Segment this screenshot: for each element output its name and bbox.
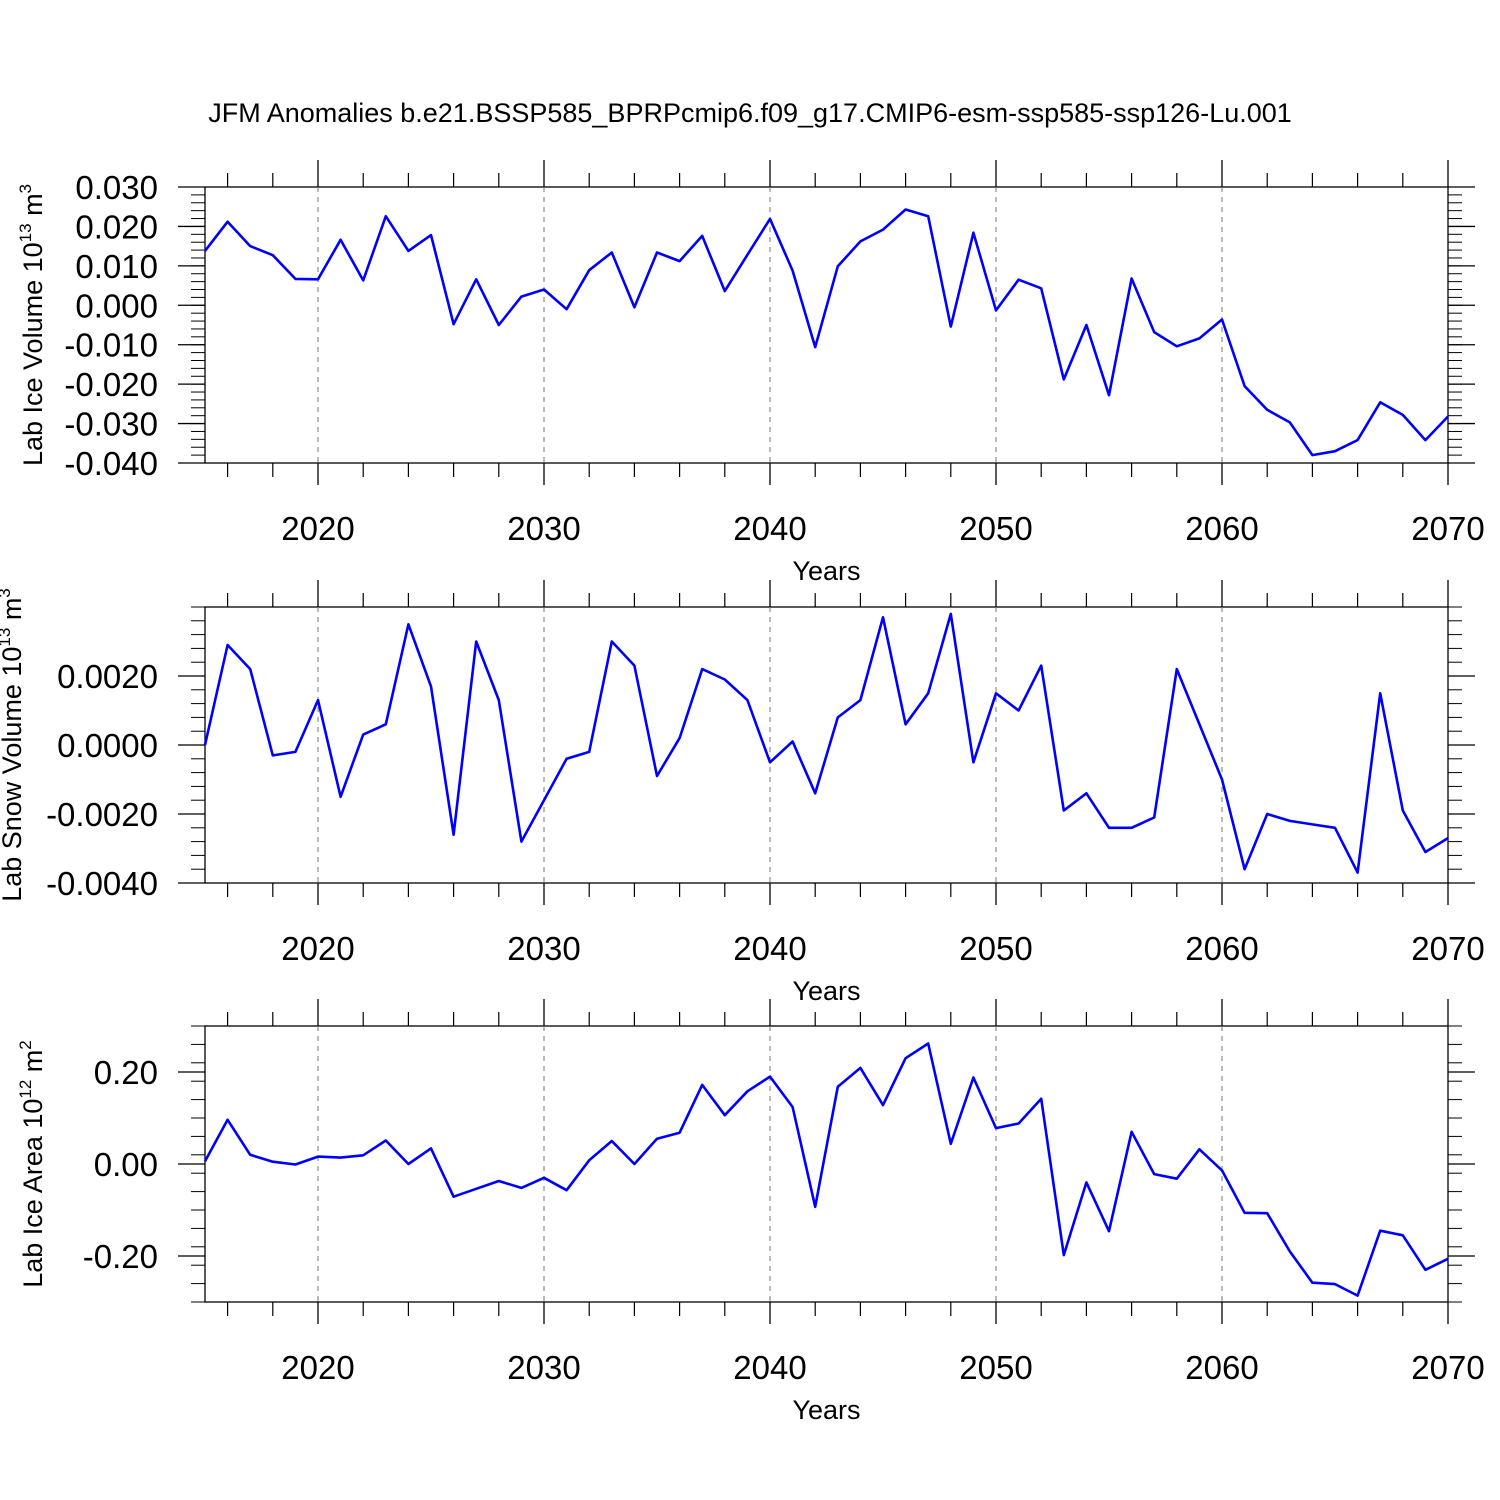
- panel-1-ytick-label-3: 0.000: [75, 287, 158, 324]
- panel-3-ytick-label-1: 0.00: [94, 1146, 158, 1183]
- panel-3-xaxis-title: Years: [792, 1395, 860, 1425]
- panel-1-ytick-label-0: 0.030: [75, 169, 158, 206]
- panel-1-xtick-label-2020: 2020: [281, 510, 354, 547]
- panel-3-xtick-label-2030: 2030: [507, 1349, 580, 1386]
- panel-3-xtick-label-2050: 2050: [959, 1349, 1032, 1386]
- panel-2-ytick-label-3: -0.0040: [46, 865, 158, 902]
- panel-1-ytick-label-2: 0.010: [75, 248, 158, 285]
- panel-2-xtick-label-2040: 2040: [733, 930, 806, 967]
- panel-1-xtick-label-2040: 2040: [733, 510, 806, 547]
- panel-2-xtick-label-2050: 2050: [959, 930, 1032, 967]
- panel-2-xtick-label-2070: 2070: [1411, 930, 1484, 967]
- panel-1-frame: [204, 186, 1449, 464]
- panel-2-frame: [204, 606, 1449, 884]
- panel-2-ytick-label-1: 0.0000: [57, 727, 158, 764]
- panel-1-ytick-label-1: 0.020: [75, 208, 158, 245]
- panel-1-ytick-label-5: -0.020: [64, 366, 158, 403]
- panel-2-xaxis-title: Years: [792, 976, 860, 1006]
- panel-3-ytick-label-2: -0.20: [83, 1238, 158, 1275]
- panel-3-xtick-label-2060: 2060: [1185, 1349, 1258, 1386]
- panel-3-yaxis-title: Lab Ice Area 1012 m2: [16, 1040, 48, 1288]
- panel-1-xtick-label-2050: 2050: [959, 510, 1032, 547]
- panel-3-ytick-label-0: 0.20: [94, 1054, 158, 1091]
- panel-2-series-line: [203, 612, 1449, 874]
- panel-1-ytick-label-7: -0.040: [64, 445, 158, 482]
- panel-1-xaxis-title: Years: [792, 556, 860, 586]
- panel-1-ytick-label-6: -0.030: [64, 406, 158, 443]
- panel-2-xtick-label-2020: 2020: [281, 930, 354, 967]
- panel-1-xtick-label-2070: 2070: [1411, 510, 1484, 547]
- panel-1-series-line: [203, 208, 1449, 457]
- panel-2-xtick-label-2030: 2030: [507, 930, 580, 967]
- panel-2-ytick-label-0: 0.0020: [57, 658, 158, 695]
- panel-1-yaxis-title: Lab Ice Volume 1013 m3: [16, 184, 48, 466]
- panel-3-xtick-label-2040: 2040: [733, 1349, 806, 1386]
- panel-3-xtick-label-2070: 2070: [1411, 1349, 1484, 1386]
- panel-2-xtick-label-2060: 2060: [1185, 930, 1258, 967]
- panel-2-yaxis-title: Lab Snow Volume 1013 m3: [0, 588, 27, 902]
- panel-1-ytick-label-4: -0.010: [64, 327, 158, 364]
- panel-3-frame: [204, 1025, 1449, 1303]
- panel-1-xtick-label-2060: 2060: [1185, 510, 1258, 547]
- panel-2-ytick-label-2: -0.0020: [46, 796, 158, 833]
- panel-1-xtick-label-2030: 2030: [507, 510, 580, 547]
- panel-3-xtick-label-2020: 2020: [281, 1349, 354, 1386]
- panel-3-series-line: [203, 1042, 1449, 1297]
- figure-title: JFM Anomalies b.e21.BSSP585_BPRPcmip6.f0…: [208, 98, 1292, 128]
